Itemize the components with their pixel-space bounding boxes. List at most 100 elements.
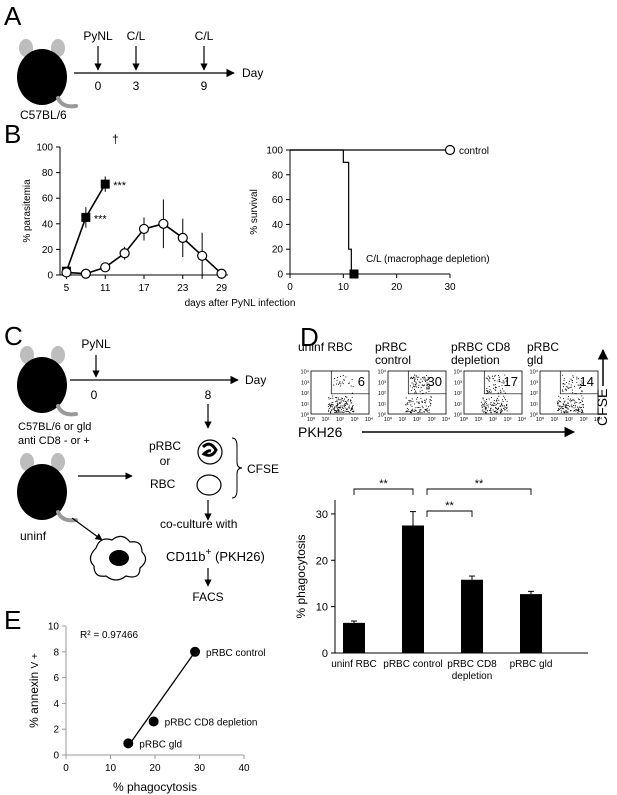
y-tick-label: 8 <box>53 647 59 658</box>
event-dot <box>334 410 336 412</box>
event-dot <box>488 380 490 382</box>
event-dot <box>580 406 583 408</box>
event-dot <box>424 384 426 386</box>
event-dot <box>340 405 342 407</box>
event-dot <box>332 401 334 403</box>
event-dot <box>416 382 418 384</box>
event-dot <box>562 383 564 385</box>
event-dot <box>340 402 342 404</box>
event-dot <box>331 406 334 408</box>
x-tick-label: 10² <box>336 417 344 423</box>
event-dot <box>491 391 493 393</box>
event-dot <box>411 377 414 379</box>
event-dot <box>562 403 565 405</box>
event-dot <box>427 411 429 413</box>
event-dot <box>489 389 491 391</box>
event-dot <box>349 400 351 402</box>
event-dot <box>481 410 483 412</box>
event-dot <box>331 402 333 404</box>
data-point <box>61 267 72 278</box>
event-dot <box>346 409 348 411</box>
y-axis-label: % annexin V + <box>27 653 41 728</box>
x-tick-label: 10² <box>565 417 573 423</box>
event-dot <box>410 400 412 402</box>
event-dot <box>410 412 412 414</box>
event-dot <box>339 411 341 414</box>
event-dot <box>562 389 564 391</box>
event-dot <box>501 410 503 412</box>
bar <box>343 622 365 653</box>
event-dot <box>424 377 426 379</box>
event-dot <box>571 406 573 408</box>
event-dot <box>334 377 336 380</box>
event-dot <box>417 406 419 408</box>
event-dot <box>499 389 502 391</box>
event-dot <box>505 406 507 408</box>
event-dot <box>501 411 503 413</box>
event-dot <box>581 395 583 397</box>
event-dot <box>419 412 421 414</box>
event-dot <box>487 375 489 377</box>
x-tick-label: 29 <box>216 283 228 294</box>
event-dot <box>572 375 574 377</box>
event-dot <box>428 406 430 408</box>
event-dot <box>558 409 560 411</box>
event-dot <box>580 409 582 411</box>
event-dot <box>336 408 338 410</box>
event-dot <box>483 400 485 402</box>
event-dot <box>345 400 347 402</box>
category-label: pRBC CD8 <box>447 659 497 670</box>
event-dot <box>570 378 572 380</box>
event-dot <box>425 391 427 393</box>
event-dot <box>561 406 564 408</box>
event-dot <box>328 398 330 400</box>
event-dot <box>414 392 416 394</box>
y-tick-label: 10⁰ <box>378 412 387 419</box>
event-dot <box>351 402 353 404</box>
event-dot <box>428 386 430 388</box>
event-dot <box>578 402 580 404</box>
event-dot <box>411 409 413 412</box>
event-dot <box>351 396 353 398</box>
event-dot <box>564 405 566 407</box>
event-dot <box>411 389 413 391</box>
y-tick-label: 4 <box>53 699 59 710</box>
event-dot <box>421 384 423 386</box>
significance-label: *** <box>94 213 108 225</box>
event-dot <box>423 411 425 413</box>
prbc-cell-icon <box>197 439 223 465</box>
data-point <box>216 268 227 279</box>
event-dot <box>342 383 344 385</box>
event-dot <box>493 411 495 413</box>
panel-d: D uninf RBC610⁰10⁰10¹10¹10²10²10³10³10⁴1… <box>294 322 610 682</box>
event-dot <box>503 409 506 411</box>
event-dot <box>425 379 427 381</box>
event-dot <box>494 387 496 389</box>
event-dot <box>566 407 568 409</box>
event-dot <box>493 404 495 406</box>
brace-icon <box>231 437 243 499</box>
event-dot <box>327 410 330 412</box>
event-dot <box>422 407 424 409</box>
bar <box>402 525 424 653</box>
x-tick-label: 11 <box>100 283 111 294</box>
event-dot <box>423 376 425 378</box>
event-dot <box>581 399 583 401</box>
event-dot <box>502 380 504 382</box>
x-tick-label: 10¹ <box>399 417 407 423</box>
category-label: uninf RBC <box>331 659 377 670</box>
event-dot <box>339 410 341 412</box>
event-dot <box>503 390 505 392</box>
event-dot <box>349 412 351 414</box>
event-dot <box>494 404 496 406</box>
event-dot <box>565 390 567 392</box>
event-dot <box>336 379 338 382</box>
event-dot <box>486 378 489 380</box>
event-dot <box>484 404 486 406</box>
event-dot <box>486 405 488 407</box>
x-tick-label: 23 <box>177 283 189 294</box>
event-dot <box>421 401 423 403</box>
y-tick-label: 80 <box>42 168 54 179</box>
event-dot <box>406 411 408 413</box>
